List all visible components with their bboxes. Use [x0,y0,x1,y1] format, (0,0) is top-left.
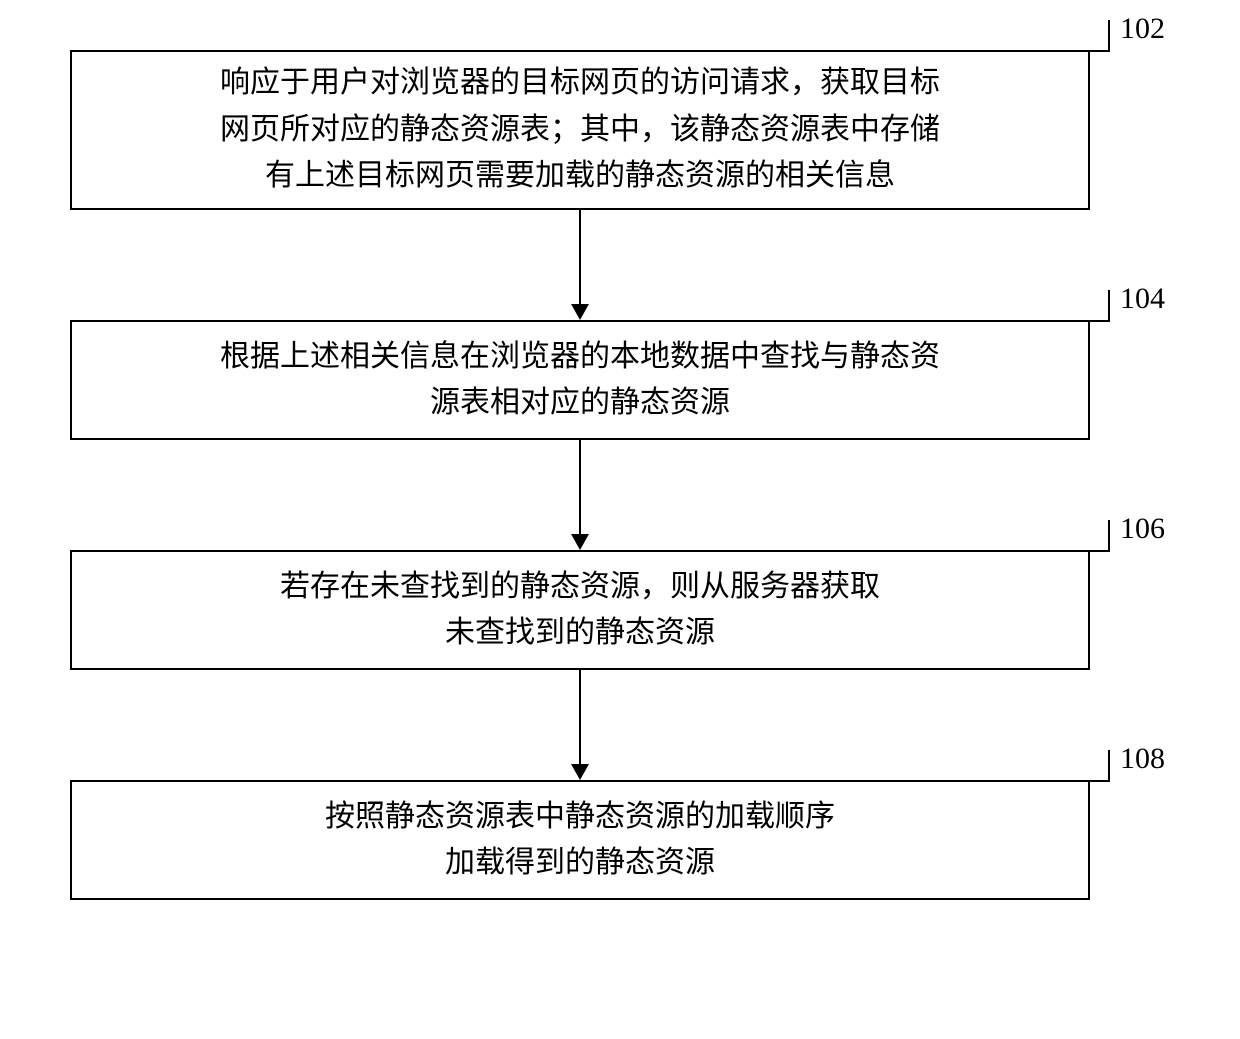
callout-line [1108,520,1110,552]
node-label-108: 108 [1120,742,1165,776]
callout-line [1108,290,1110,322]
flowchart-node-102: 响应于用户对浏览器的目标网页的访问请求，获取目标 网页所对应的静态资源表；其中，… [70,50,1090,210]
node-label-102: 102 [1120,12,1165,46]
flowchart-node-104: 根据上述相关信息在浏览器的本地数据中查找与静态资 源表相对应的静态资源 [70,320,1090,440]
flow-arrow [579,440,581,534]
node-label-104: 104 [1120,282,1165,316]
callout-line [1060,50,1110,52]
flowchart-node-106: 若存在未查找到的静态资源，则从服务器获取 未查找到的静态资源 [70,550,1090,670]
flow-arrow [579,670,581,764]
node-text: 按照静态资源表中静态资源的加载顺序 加载得到的静态资源 [325,794,835,887]
callout-line [1108,750,1110,782]
flow-arrow [579,210,581,304]
callout-line [1060,320,1110,322]
node-text: 根据上述相关信息在浏览器的本地数据中查找与静态资 源表相对应的静态资源 [220,334,940,427]
flow-arrow-head [571,764,589,780]
flow-arrow-head [571,304,589,320]
flowchart-node-108: 按照静态资源表中静态资源的加载顺序 加载得到的静态资源 [70,780,1090,900]
flowchart-canvas: 响应于用户对浏览器的目标网页的访问请求，获取目标 网页所对应的静态资源表；其中，… [0,0,1240,1039]
callout-line [1108,20,1110,52]
flow-arrow-head [571,534,589,550]
callout-line [1060,780,1110,782]
node-label-106: 106 [1120,512,1165,546]
callout-line [1060,550,1110,552]
node-text: 若存在未查找到的静态资源，则从服务器获取 未查找到的静态资源 [280,564,880,657]
node-text: 响应于用户对浏览器的目标网页的访问请求，获取目标 网页所对应的静态资源表；其中，… [220,60,940,200]
